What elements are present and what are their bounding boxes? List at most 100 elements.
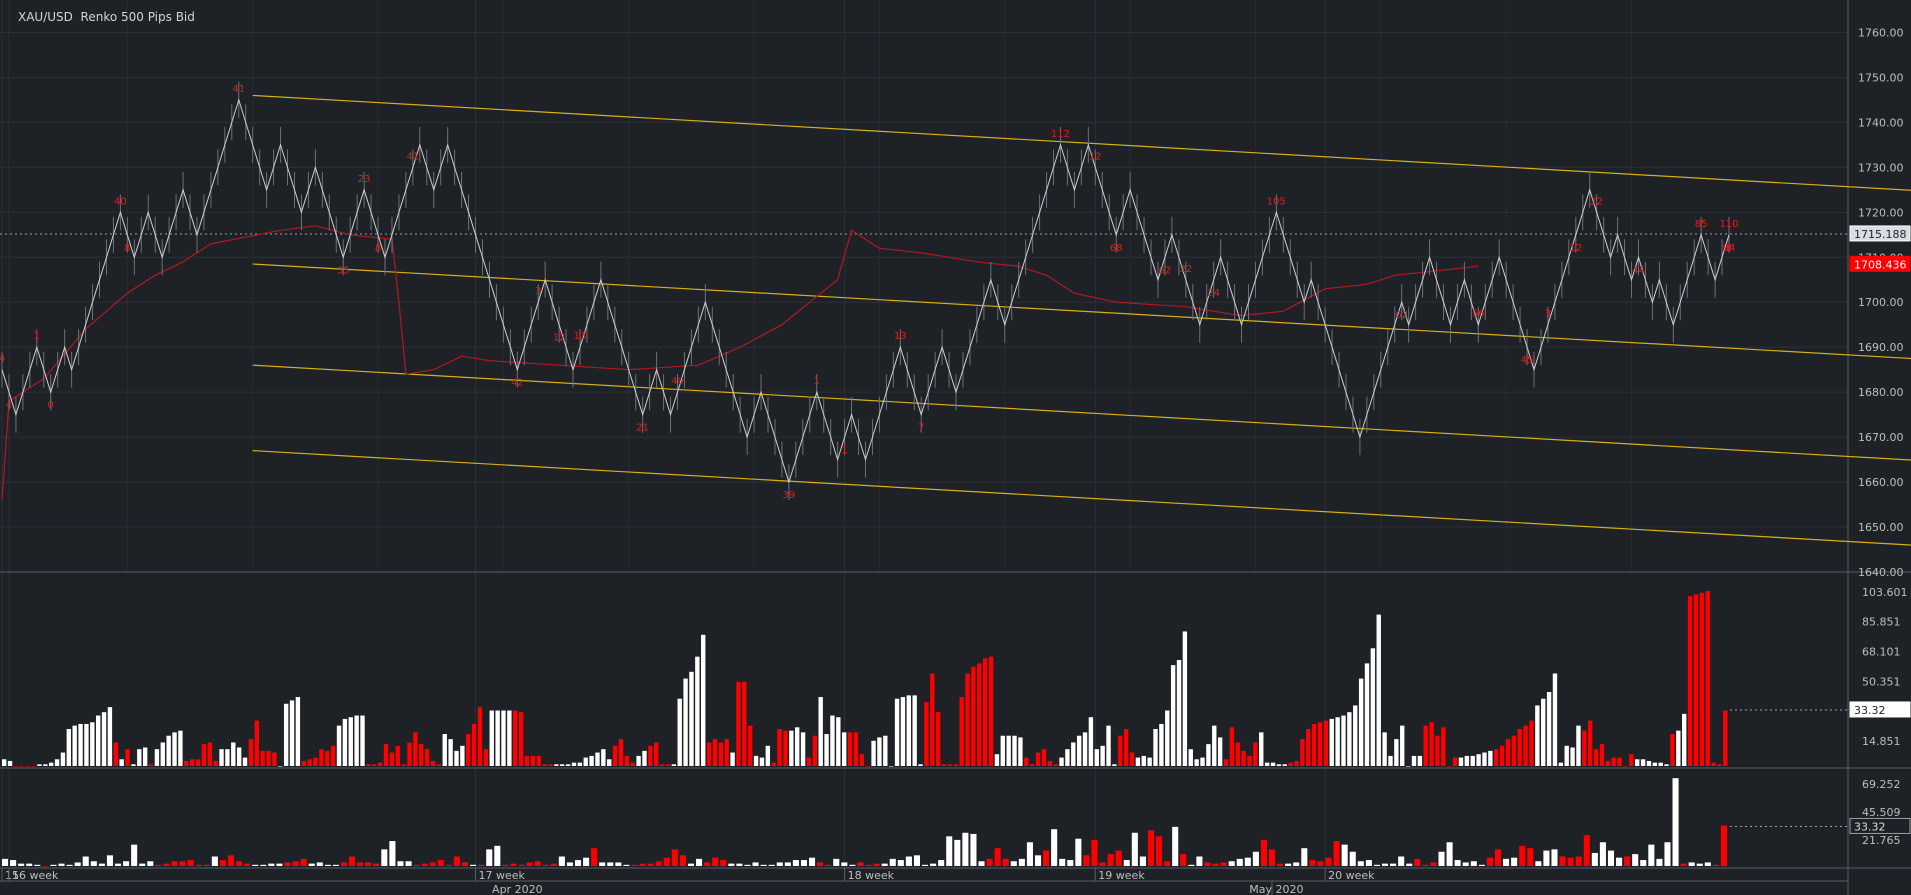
volume-bar [348, 717, 353, 766]
volume2-bar [704, 862, 711, 866]
volume-bar [1059, 757, 1064, 766]
volume-bar [771, 762, 776, 766]
volume2-bar [962, 832, 969, 866]
volume-bar [883, 735, 888, 766]
volume-bar [601, 749, 606, 766]
volume2-bar [1414, 858, 1421, 866]
volume-bar [1388, 755, 1393, 766]
volume2-tick-label: 69.252 [1862, 778, 1901, 791]
wave-label: 42 [511, 378, 524, 389]
volume2-bar [1422, 864, 1429, 866]
volume-last-tag: 33.32 [1849, 701, 1911, 718]
volume2-bar [494, 845, 501, 866]
volume2-bar [1228, 861, 1235, 866]
volume-bar [195, 759, 201, 766]
volume-bar [1441, 727, 1446, 766]
volume-bar [125, 749, 130, 766]
volume-bar [765, 745, 771, 766]
volume-bar [201, 744, 207, 766]
volume2-bar [300, 858, 307, 866]
volume-bar [1229, 727, 1235, 766]
volume-bar [1082, 732, 1088, 766]
volume-bar [818, 697, 823, 766]
volume2-bar [518, 864, 525, 866]
volume-bar [994, 754, 1000, 766]
volume2-bar [1147, 830, 1155, 866]
volume2-bar [1446, 842, 1453, 866]
volume2-bar [203, 864, 210, 866]
volume-bar [1588, 720, 1593, 766]
volume2-bar [930, 863, 937, 866]
volume-bar [219, 749, 224, 766]
volume2-bar [26, 863, 33, 866]
volume-bar [178, 730, 183, 766]
volume2-bar [889, 858, 896, 866]
volume2-bar [663, 857, 670, 866]
volume-bar [1488, 750, 1493, 766]
wave-label: 4 [6, 400, 12, 411]
volume-bar [307, 759, 312, 766]
volume2-bar [1002, 858, 1009, 866]
volume-bar [366, 764, 371, 766]
volume-bar [107, 707, 113, 766]
volume2-bar [324, 864, 331, 866]
volume-bar [342, 718, 348, 766]
volume2-bar [591, 848, 598, 866]
volume-bar [971, 666, 976, 766]
volume2-bar [1131, 832, 1138, 866]
volume-bar [536, 755, 541, 766]
volume2-bar [1648, 844, 1655, 866]
volume-bar [1664, 764, 1669, 766]
volume2-bar [461, 862, 469, 866]
volume2-bar [938, 860, 945, 866]
volume-bar [148, 764, 154, 766]
volume2-bar [534, 861, 541, 866]
volume-bar [231, 742, 236, 766]
volume2-bar [131, 844, 138, 866]
volume-bar [900, 697, 906, 766]
volume2-bar [921, 864, 929, 866]
volume2-bar [445, 864, 452, 866]
volume2-bar [1139, 856, 1146, 866]
channel-line [252, 450, 1911, 546]
volume-bar [1276, 764, 1282, 766]
volume-bar [1047, 760, 1052, 766]
wave-label: 4 [0, 354, 5, 365]
volume-bar [524, 755, 530, 766]
volume2-bar [1123, 860, 1130, 866]
volume2-bar [1067, 860, 1074, 866]
volume-bar [1494, 749, 1499, 766]
volume2-bar [1018, 858, 1025, 866]
volume-bar [1705, 591, 1710, 766]
volume2-bar [1309, 860, 1316, 866]
volume2-bar [542, 864, 549, 866]
volume-bar [1264, 762, 1270, 766]
volume2-bar [1333, 841, 1340, 866]
volume2-bar [599, 862, 606, 866]
channel-line [252, 94, 1911, 191]
volume-bar [1247, 755, 1252, 766]
volume2-bar [211, 856, 218, 866]
volume-bar [260, 750, 265, 766]
volume-bar [489, 710, 494, 766]
price-axis[interactable]: 1760.001750.001740.001730.001720.001710.… [1849, 26, 1911, 847]
volume2-bar [236, 861, 243, 866]
last-price-tag-box [1849, 225, 1911, 242]
month-label: Apr 2020 [492, 883, 543, 895]
volume-bar [166, 735, 171, 766]
volume-bar [1552, 673, 1558, 766]
volume2-bar [1260, 839, 1268, 866]
volume-bar [924, 702, 929, 766]
volume2-bar [1704, 862, 1711, 866]
volume2-bar [66, 864, 73, 866]
volume2-bar [82, 856, 89, 866]
wave-label: 13 [574, 331, 587, 342]
volume-bar [1676, 730, 1681, 766]
volume-bar [1682, 713, 1687, 766]
volume2-bar [453, 856, 460, 866]
volume2-bar [1034, 855, 1042, 866]
volume2-bar [1277, 863, 1284, 866]
volume-bar [712, 739, 718, 766]
volume-bar [1458, 757, 1464, 766]
